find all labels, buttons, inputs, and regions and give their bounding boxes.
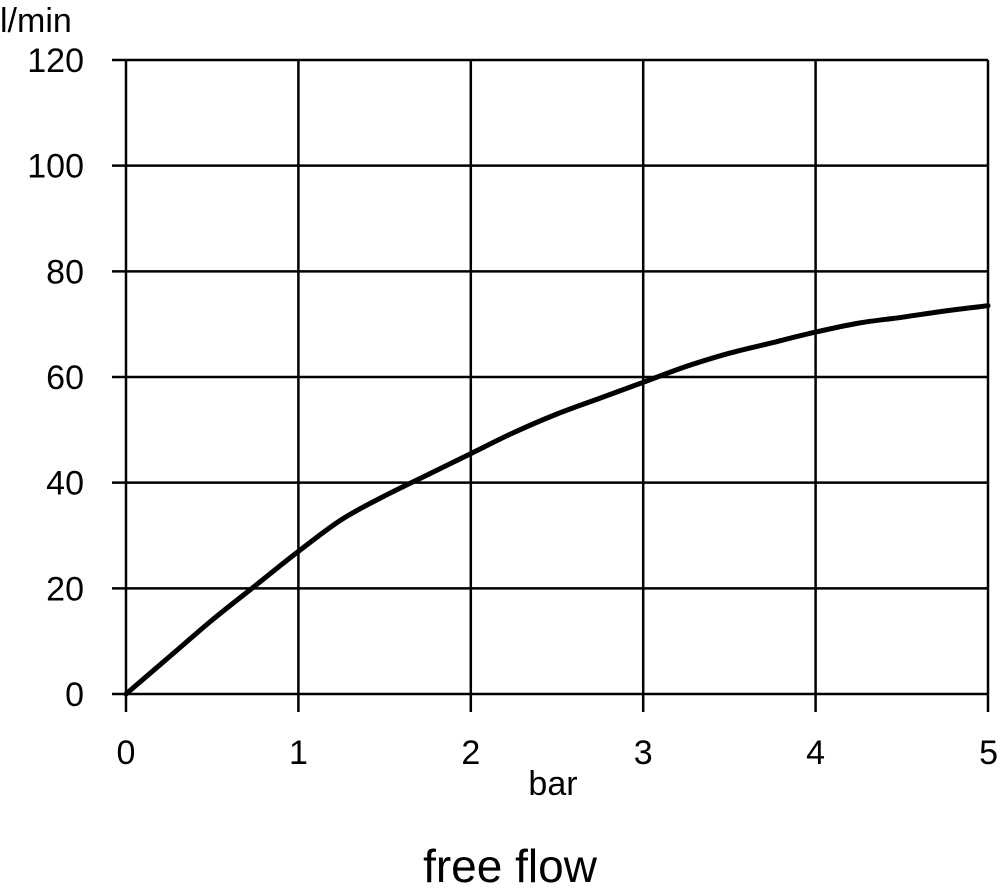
- grid: [112, 58, 990, 712]
- chart-caption: free flow: [423, 840, 598, 891]
- y-tick-label: 100: [27, 148, 84, 186]
- y-tick-label: 120: [27, 42, 84, 80]
- x-tick-label: 2: [461, 734, 480, 772]
- tick-labels: 0 20 40 60 80 100 120 0 1 2 3 4 5: [27, 42, 998, 772]
- series-line: [123, 303, 991, 697]
- x-tick-label: 3: [634, 734, 653, 772]
- series-group: [123, 303, 991, 697]
- axes: [112, 60, 988, 712]
- x-axis-title: bar: [528, 765, 577, 803]
- x-tick-label: 4: [806, 734, 825, 772]
- x-tick-label: 1: [289, 734, 308, 772]
- x-tick-label: 5: [979, 734, 998, 772]
- y-tick-label: 60: [46, 359, 84, 397]
- y-tick-label: 80: [46, 253, 84, 291]
- y-axis-title: l/min: [0, 2, 72, 40]
- y-tick-label: 0: [65, 676, 84, 714]
- y-tick-label: 20: [46, 570, 84, 608]
- y-tick-label: 40: [46, 465, 84, 503]
- x-tick-label: 0: [117, 734, 136, 772]
